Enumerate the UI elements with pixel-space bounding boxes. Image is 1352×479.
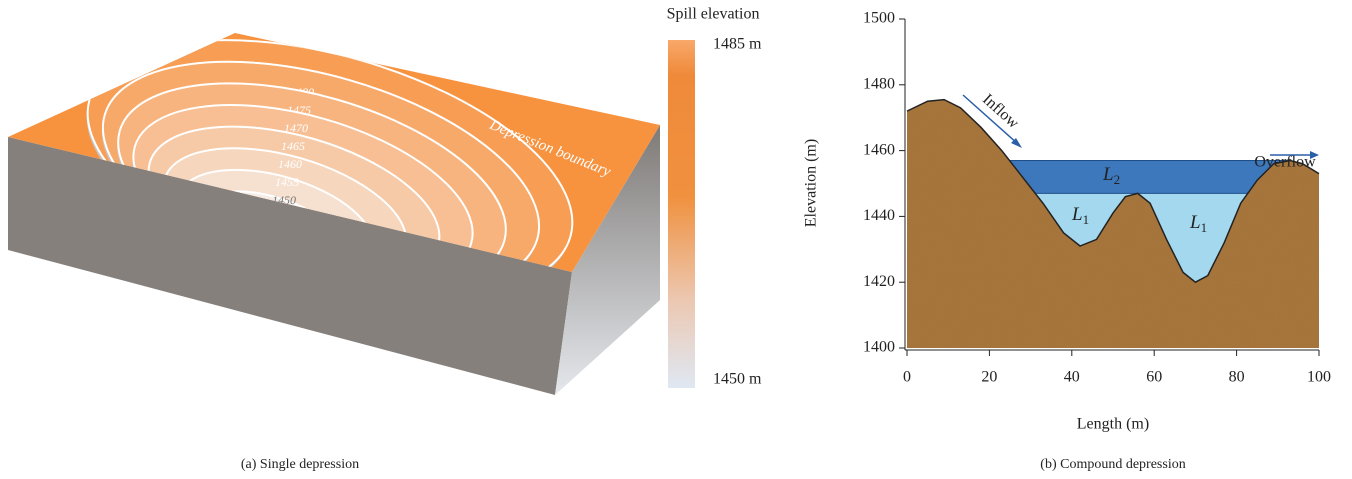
x-axis-label: Length (m)	[1077, 416, 1149, 433]
colorbar	[668, 40, 695, 388]
x-tick-label: 40	[1064, 369, 1080, 386]
y-tick-label: 1400	[863, 339, 895, 356]
figure: 14851480147514701465146014551450 Depress…	[0, 0, 1352, 479]
y-tick-label: 1500	[863, 10, 895, 27]
colorbar-max: 1485 m	[713, 36, 762, 53]
contour-label: 1465	[281, 139, 305, 153]
colorbar-min: 1450 m	[713, 371, 762, 388]
depression-block: 14851480147514701465146014551450 Depress…	[8, 0, 660, 395]
y-tick-label: 1460	[863, 141, 895, 158]
x-tick-label: 0	[903, 369, 911, 386]
y-tick-label: 1440	[863, 207, 895, 224]
contour-label: 1460	[278, 157, 302, 171]
inflow-label: Inflow	[979, 91, 1022, 132]
y-tick-label: 1420	[863, 273, 895, 290]
y-axis-label: Elevation (m)	[803, 139, 820, 227]
y-tick-label: 1480	[863, 75, 895, 92]
x-tick-label: 60	[1146, 369, 1162, 386]
level-sub: 1	[1201, 220, 1208, 235]
colorbar-title: Spill elevation	[667, 6, 760, 23]
caption-b: (b) Compound depression	[1040, 457, 1185, 472]
level-name: L	[1189, 212, 1201, 233]
water-level	[1009, 160, 1290, 193]
level-name: L	[1071, 204, 1083, 225]
overflow-label: Overflow	[1254, 154, 1316, 171]
level-name: L	[1102, 164, 1114, 185]
contour-label: 1455	[275, 175, 299, 189]
x-tick-label: 20	[981, 369, 997, 386]
terrain-fill	[907, 100, 1319, 348]
caption-a: (a) Single depression	[241, 457, 359, 472]
x-tick-label: 80	[1229, 369, 1245, 386]
level-sub: 1	[1083, 212, 1090, 227]
x-tick-label: 100	[1307, 369, 1331, 386]
level-sub: 2	[1114, 172, 1121, 187]
